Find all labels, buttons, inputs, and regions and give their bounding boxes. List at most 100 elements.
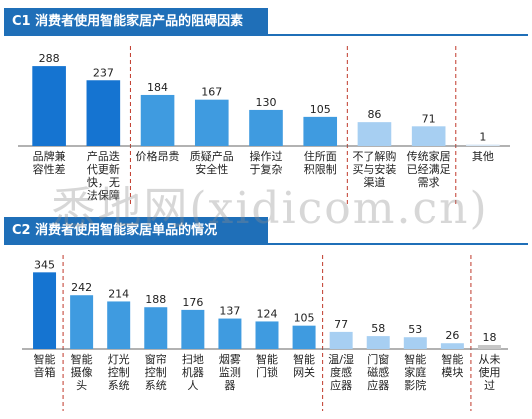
bar [357,122,392,146]
bar [466,144,500,146]
category-label-line: 智能 [404,352,426,366]
category-label: 传统家居已经满足需求 [407,149,451,189]
category-label-line: 灯光 [108,352,130,366]
category-label: 智能音箱 [34,352,56,379]
category-label-line: 使用 [478,366,500,379]
data-label: 58 [371,322,385,335]
bar [403,337,427,349]
category-label-line: 摄像 [71,365,93,379]
category-label: 灯光控制系统 [108,352,130,392]
data-label: 242 [71,281,92,294]
category-label-line: 法保障 [87,188,120,202]
bar [32,66,66,146]
data-label: 105 [294,312,315,325]
category-label-line: 应器 [367,378,389,392]
bar [249,109,283,146]
category-label-line: 温/湿 [328,353,354,366]
category-label-line: 器 [224,379,235,392]
category-label-line: 窗帘 [145,352,167,366]
category-label: 智能门锁 [256,352,278,379]
category-label: 不了解购买与安装渠道 [352,149,396,189]
data-label: 18 [482,331,496,344]
data-label: 184 [147,81,168,94]
category-label: 产品迭代更新快，无法保障 [87,149,120,202]
data-label: 188 [145,293,166,306]
category-label-line: 不了解购 [352,149,396,163]
category-label-line: 过 [484,379,495,392]
data-label: 124 [257,307,278,320]
category-label-line: 买与安装 [352,162,396,176]
c1-bar-chart: 288 品牌兼容性差 237 产品迭代更新快，无法保障 184 价格昂贵 167 质疑产品安全… [18,46,510,206]
category-label-line: 代更新 [87,162,120,176]
bar [477,345,501,349]
bar [33,272,57,349]
bar [194,99,229,146]
data-label: 1 [479,131,486,144]
category-label-line: 智能 [441,352,463,366]
category-label: 价格昂贵 [136,149,180,163]
data-label: 237 [93,66,114,79]
category-label: 智能模块 [441,352,463,379]
category-label-line: 住所面 [304,149,337,163]
category-label-line: 应器 [330,378,352,392]
category-label-line: 智能 [71,352,93,366]
category-label: 扫地机器人 [182,353,204,392]
bar [292,325,316,349]
category-label: 智能家庭影院 [404,352,426,392]
data-label: 167 [201,86,222,99]
data-label: 53 [408,323,422,336]
category-label-line: 智能 [34,352,56,366]
bar [255,321,279,349]
category-label-line: 影院 [404,378,426,392]
data-label: 77 [334,318,348,331]
bar [366,336,390,349]
category-label: 智能网关 [293,352,315,379]
category-label-line: 模块 [441,366,463,379]
category-label-line: 人 [187,379,198,392]
category-label-line: 容性差 [33,162,66,176]
category-label-line: 网关 [293,365,315,379]
bar [329,331,353,349]
category-label-line: 质疑产品 [190,149,234,163]
bar [86,80,121,146]
category-label-line: 监测 [219,366,241,379]
data-label: 130 [256,96,277,109]
category-label-line: 渠道 [363,175,385,189]
bar [411,126,446,146]
bar [218,318,242,349]
category-label: 操作过于复杂 [250,149,283,176]
data-label: 71 [422,112,436,125]
category-label-line: 扫地 [182,353,204,366]
category-label: 门窗磁感应器 [367,352,389,392]
bar [303,116,338,146]
bar [144,307,168,349]
category-label-line: 其他 [472,150,494,163]
category-label-line: 头 [76,379,87,392]
category-label: 烟雾监测器 [219,352,241,392]
category-label-line: 度感 [330,365,352,379]
category-label: 其他 [472,150,494,163]
data-label: 214 [108,287,129,300]
category-label-line: 音箱 [34,365,56,379]
bar [70,295,94,349]
data-label: 86 [367,108,381,121]
category-label: 窗帘控制系统 [145,352,167,392]
watermark: 悉地网(xidicom.cn) [51,183,489,234]
category-label-line: 从未 [478,353,500,366]
category-label-line: 控制 [145,365,167,379]
data-label: 176 [182,296,203,309]
category-label-line: 家庭 [404,365,426,379]
data-label: 345 [34,258,55,271]
category-label-line: 机器 [182,365,204,379]
category-label-line: 安全性 [195,162,228,176]
category-label-line: 系统 [108,379,130,392]
category-label-line: 烟雾 [219,352,241,366]
category-label-line: 控制 [108,365,130,379]
category-label-line: 门窗 [367,352,389,366]
category-label: 质疑产品安全性 [190,149,234,176]
data-label: 137 [219,305,240,318]
bar [440,343,464,349]
category-label: 智能摄像头 [71,352,93,392]
bar [107,301,131,349]
category-label-line: 磁感 [367,366,389,379]
